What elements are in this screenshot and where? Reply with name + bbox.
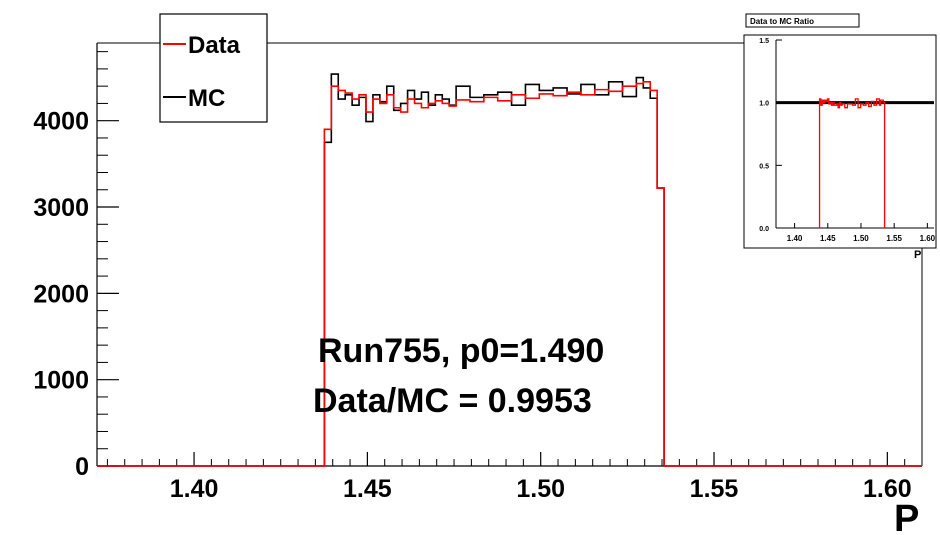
inset-y-tick-label: 0.5 (759, 163, 769, 170)
inset-x-axis-title: P (914, 249, 921, 261)
inset-x-tick-label: 1.60 (920, 234, 936, 243)
main-x-tick-label: 1.60 (863, 475, 912, 503)
main-x-tick-label: 1.45 (343, 475, 392, 503)
inset-y-tick-label: 1.5 (759, 38, 769, 45)
legend-mc-label: MC (188, 85, 225, 112)
main-y-tick-label: 4000 (33, 108, 89, 136)
main-y-ticks: 0 1000 2000 3000 4000 (33, 51, 119, 481)
inset-x-ticks: 1.40 1.45 1.50 1.55 1.60 (787, 223, 936, 243)
main-x-tick-label: 1.50 (516, 475, 565, 503)
series-data-line (97, 81, 922, 467)
run-annotation: Run755, p0=1.490 (318, 332, 604, 370)
inset-title: Data to MC Ratio (750, 17, 814, 26)
inset-x-tick-label: 1.55 (886, 234, 902, 243)
series-mc-line (97, 73, 922, 467)
inset-frame (743, 34, 937, 249)
main-x-axis-title: P (894, 498, 919, 535)
inset-y-tick-label: 0.0 (759, 226, 769, 233)
inset-plot: Data to MC Ratio 0.00.51.01.5 1.40 1.45 1.… (743, 13, 937, 261)
legend-box (159, 13, 268, 123)
main-x-tick-label: 1.40 (170, 475, 219, 503)
inset-ratio-line (818, 98, 886, 228)
inset-x-tick-label: 1.40 (787, 234, 803, 243)
main-series-group (97, 73, 922, 467)
legend-data-label: Data (188, 32, 241, 59)
main-x-ticks: 1.40 1.45 1.50 1.55 1.60 (106, 452, 923, 503)
ratio-annotation: Data/MC = 0.9953 (313, 382, 592, 420)
main-y-tick-label: 0 (75, 453, 89, 481)
inset-x-tick-label: 1.45 (820, 234, 836, 243)
inset-y-tick-label: 1.0 (759, 101, 769, 108)
main-x-tick-label: 1.55 (690, 475, 739, 503)
main-y-tick-label: 2000 (33, 280, 89, 308)
legend: Data MC (159, 13, 268, 123)
inset-title-box (745, 13, 860, 28)
inset-series-group (818, 98, 886, 228)
main-y-tick-label: 1000 (33, 367, 89, 395)
main-y-tick-label: 3000 (33, 194, 89, 222)
inset-x-tick-label: 1.50 (853, 234, 869, 243)
